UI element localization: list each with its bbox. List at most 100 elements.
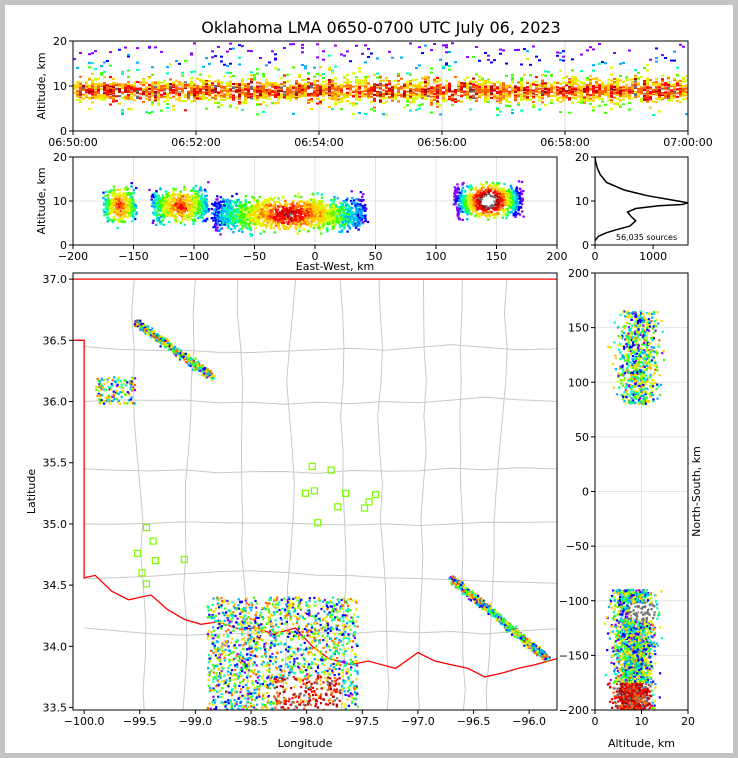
time-source-mark bbox=[625, 83, 628, 86]
time-source-mark bbox=[184, 93, 187, 96]
time-source-mark bbox=[418, 93, 421, 96]
time-source-mark bbox=[355, 102, 358, 105]
ew-source-mark bbox=[187, 198, 191, 201]
time-source-mark bbox=[622, 98, 625, 101]
time-source-mark bbox=[226, 71, 229, 74]
time-source-mark bbox=[469, 88, 472, 91]
time-source-mark bbox=[301, 90, 304, 93]
time-source-mark bbox=[127, 85, 130, 88]
time-source-mark bbox=[541, 97, 544, 100]
time-source-mark bbox=[283, 94, 286, 97]
time-source-mark bbox=[106, 85, 109, 88]
time-source-mark bbox=[202, 87, 205, 90]
ew-source-mark bbox=[156, 209, 160, 212]
ew-source-mark bbox=[309, 205, 312, 208]
time-source-mark bbox=[454, 90, 457, 93]
time-source-mark bbox=[652, 114, 655, 117]
time-source-mark bbox=[619, 105, 622, 108]
time-source-mark bbox=[112, 82, 115, 85]
time-source-mark bbox=[217, 84, 220, 87]
time-source-mark bbox=[205, 85, 208, 88]
time-source-mark bbox=[448, 90, 451, 93]
time-source-mark bbox=[526, 91, 529, 94]
time-source-mark bbox=[544, 104, 547, 107]
time-source-mark bbox=[208, 88, 211, 91]
ew-source-mark bbox=[167, 206, 171, 209]
time-source-mark bbox=[301, 46, 304, 49]
ew-source-mark bbox=[171, 206, 174, 209]
ew-source-mark bbox=[127, 191, 130, 194]
time-source-mark bbox=[100, 94, 103, 97]
time-source-mark bbox=[466, 76, 469, 79]
ew-source-mark bbox=[119, 216, 122, 219]
time-source-mark bbox=[562, 59, 565, 62]
time-source-mark bbox=[331, 78, 334, 81]
time-source-mark bbox=[346, 50, 349, 53]
time-source-mark bbox=[364, 89, 367, 92]
ew-source-mark bbox=[200, 211, 203, 214]
time-source-mark bbox=[304, 82, 307, 85]
time-source-mark bbox=[451, 93, 454, 96]
ew-source-mark bbox=[223, 223, 226, 226]
time-source-mark bbox=[133, 88, 136, 91]
time-source-mark bbox=[541, 82, 544, 85]
time-source-mark bbox=[616, 90, 619, 93]
ew-source-mark bbox=[319, 232, 323, 235]
ew-source-mark bbox=[123, 192, 127, 196]
time-source-mark bbox=[670, 94, 673, 97]
ew-source-mark bbox=[188, 205, 191, 208]
time-source-mark bbox=[433, 87, 436, 90]
time-source-mark bbox=[244, 84, 247, 87]
time-source-mark bbox=[592, 69, 595, 72]
time-source-mark bbox=[148, 83, 151, 86]
time-source-mark bbox=[283, 91, 286, 94]
ew-source-mark bbox=[210, 207, 213, 211]
ew-source-mark bbox=[163, 201, 167, 204]
time-source-mark bbox=[205, 88, 208, 91]
time-source-mark bbox=[178, 87, 181, 90]
ew-source-mark bbox=[110, 204, 114, 207]
time-source-mark bbox=[430, 111, 433, 114]
time-source-mark bbox=[232, 88, 235, 91]
ew-source-mark bbox=[150, 195, 154, 198]
ew-source-mark bbox=[112, 217, 116, 220]
time-source-mark bbox=[475, 73, 478, 76]
time-source-mark bbox=[664, 82, 667, 85]
ew-source-mark bbox=[178, 203, 182, 207]
time-source-mark bbox=[289, 95, 292, 98]
ew-source-mark bbox=[122, 198, 126, 201]
time-source-mark bbox=[451, 90, 454, 93]
time-source-mark bbox=[124, 83, 127, 86]
time-source-mark bbox=[295, 90, 298, 93]
time-source-mark bbox=[337, 93, 340, 96]
time-source-mark bbox=[223, 95, 226, 98]
time-source-mark bbox=[589, 94, 592, 97]
time-source-mark bbox=[556, 99, 559, 102]
time-source-mark bbox=[388, 91, 391, 94]
time-source-mark bbox=[91, 82, 94, 85]
time-source-mark bbox=[409, 84, 412, 87]
ew-source-mark bbox=[172, 193, 175, 196]
time-source-mark bbox=[250, 95, 253, 98]
time-source-mark bbox=[511, 87, 514, 90]
time-source-mark bbox=[667, 87, 670, 90]
time-source-mark bbox=[127, 53, 130, 56]
time-source-mark bbox=[190, 53, 193, 56]
ew-source-mark bbox=[150, 205, 154, 208]
time-source-mark bbox=[469, 108, 472, 111]
time-source-mark bbox=[439, 58, 442, 61]
ew-source-mark bbox=[112, 208, 116, 211]
time-source-mark bbox=[208, 94, 211, 97]
time-source-mark bbox=[415, 67, 418, 70]
time-source-mark bbox=[277, 90, 280, 93]
time-source-mark bbox=[487, 79, 490, 82]
ew-source-mark bbox=[183, 210, 186, 213]
time-source-mark bbox=[172, 89, 175, 92]
time-source-mark bbox=[352, 87, 355, 90]
time-source-mark bbox=[193, 94, 196, 97]
time-source-mark bbox=[385, 83, 388, 86]
time-source-mark bbox=[262, 87, 265, 90]
time-source-mark bbox=[349, 91, 352, 94]
ew-source-mark bbox=[193, 189, 196, 192]
time-source-mark bbox=[607, 99, 610, 102]
